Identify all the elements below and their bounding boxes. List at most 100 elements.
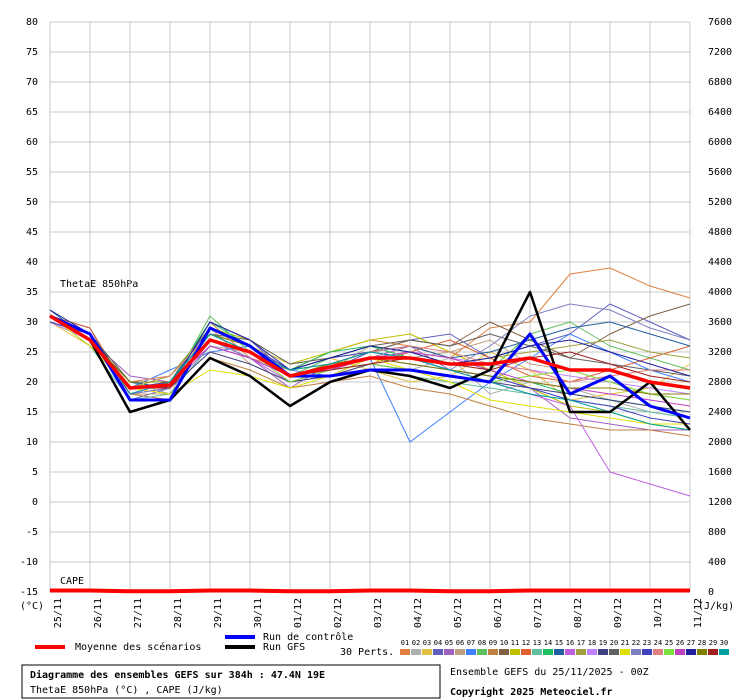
y-tick-label: 0 <box>32 497 38 508</box>
x-tick-label: 25/11 <box>53 598 64 628</box>
legend-swatch <box>499 649 509 655</box>
run-info: Ensemble GEFS du 25/11/2025 - 00Z <box>450 667 649 678</box>
legend-swatch <box>510 649 520 655</box>
x-tick-label: 29/11 <box>213 598 224 628</box>
chart-subtitle: ThetaE 850hPa (°C) , CAPE (J/kg) <box>30 685 223 696</box>
y-tick-label: 65 <box>26 107 38 118</box>
legend-label: 20 <box>610 639 618 647</box>
legend-label: 21 <box>621 639 629 647</box>
x-tick-label: 10/12 <box>653 598 664 628</box>
y-tick-label: -10 <box>20 557 38 568</box>
y-tick-label: 70 <box>26 77 38 88</box>
legend-swatch <box>488 649 498 655</box>
legend-label: 27 <box>687 639 695 647</box>
legend-swatch <box>620 649 630 655</box>
y2-tick-label: 4800 <box>708 227 732 238</box>
legend-swatch <box>686 649 696 655</box>
legend-label: 28 <box>698 639 706 647</box>
y-tick-label: 5 <box>32 467 38 478</box>
legend-label: 06 <box>456 639 464 647</box>
y-tick-label: 45 <box>26 227 38 238</box>
y-tick-label: 55 <box>26 167 38 178</box>
x-tick-label: 28/11 <box>173 598 184 628</box>
y2-tick-label: 3600 <box>708 317 732 328</box>
legend-swatch <box>609 649 619 655</box>
legend-label: Moyenne des scénarios <box>75 641 201 653</box>
x-tick-label: 01/12 <box>293 598 304 628</box>
x-tick-label: 30/11 <box>253 598 264 628</box>
legend-swatch <box>400 649 410 655</box>
y-tick-label: 50 <box>26 197 38 208</box>
legend-swatch <box>433 649 443 655</box>
legend-label: Run de contrôle <box>263 631 353 643</box>
y2-tick-label: 7200 <box>708 47 732 58</box>
y-tick-label: 25 <box>26 347 38 358</box>
y2-tick-label: 2800 <box>708 377 732 388</box>
y-tick-label: 10 <box>26 437 38 448</box>
x-tick-label: 26/11 <box>93 598 104 628</box>
y2-tick-label: 4000 <box>708 287 732 298</box>
y2-tick-label: 1200 <box>708 497 732 508</box>
y-tick-label: 80 <box>26 17 38 28</box>
legend-swatch <box>521 649 531 655</box>
y-tick-label: -5 <box>26 527 38 538</box>
y2-tick-label: 5600 <box>708 167 732 178</box>
legend-swatch <box>543 649 553 655</box>
y-tick-label: 35 <box>26 287 38 298</box>
legend-label: 25 <box>665 639 673 647</box>
y2-tick-label: 2400 <box>708 407 732 418</box>
legend-swatch <box>675 649 685 655</box>
legend-swatch <box>642 649 652 655</box>
y2-tick-label: 6800 <box>708 77 732 88</box>
series-line <box>49 315 691 389</box>
y2-tick-label: 4400 <box>708 257 732 268</box>
y-tick-label: 15 <box>26 407 38 418</box>
y-tick-label: 75 <box>26 47 38 58</box>
legend-label: 29 <box>709 639 717 647</box>
legend-label: Run GFS <box>263 642 305 653</box>
legend-swatch <box>477 649 487 655</box>
caption-box <box>21 664 441 699</box>
y2-tick-label: 400 <box>708 557 726 568</box>
y-axis-label: (°C) <box>20 601 44 612</box>
legend-swatch <box>422 649 432 655</box>
legend-swatch <box>587 649 597 655</box>
legend-swatch <box>653 649 663 655</box>
series-line <box>49 315 691 437</box>
x-tick-label: 08/12 <box>573 598 584 628</box>
legend-swatch <box>444 649 454 655</box>
y-tick-label: 30 <box>26 317 38 328</box>
legend-label: 26 <box>676 639 684 647</box>
y2-tick-label: 5200 <box>708 197 732 208</box>
legend-swatch <box>664 649 674 655</box>
legend-label: 03 <box>423 639 431 647</box>
y2-axis-label: (J/kg) <box>698 601 734 612</box>
y-tick-label: 20 <box>26 377 38 388</box>
y2-tick-label: 7600 <box>708 17 732 28</box>
cape-annotation: CAPE <box>60 576 84 587</box>
legend-swatch <box>565 649 575 655</box>
legend-label: 08 <box>478 639 486 647</box>
copyright: Copyright 2025 Meteociel.fr <box>450 686 613 698</box>
legend-label: 01 <box>401 639 409 647</box>
legend-label: 15 <box>555 639 563 647</box>
series-line <box>50 588 690 594</box>
legend-swatch <box>708 649 718 655</box>
legend-label: 22 <box>632 639 640 647</box>
x-tick-label: 04/12 <box>413 598 424 628</box>
y2-tick-label: 0 <box>708 587 714 598</box>
legend-label: 24 <box>654 639 662 647</box>
legend-label: 19 <box>599 639 607 647</box>
y2-tick-label: 3200 <box>708 347 732 358</box>
legend-label: 05 <box>445 639 453 647</box>
legend-swatch <box>554 649 564 655</box>
legend-label: 13 <box>533 639 541 647</box>
x-tick-label: 06/12 <box>493 598 504 628</box>
y2-tick-label: 1600 <box>708 467 732 478</box>
legend-label: 07 <box>467 639 475 647</box>
legend-label: 18 <box>588 639 596 647</box>
y-tick-label: 60 <box>26 137 38 148</box>
legend-label: 11 <box>511 639 519 647</box>
legend-label: 09 <box>489 639 497 647</box>
